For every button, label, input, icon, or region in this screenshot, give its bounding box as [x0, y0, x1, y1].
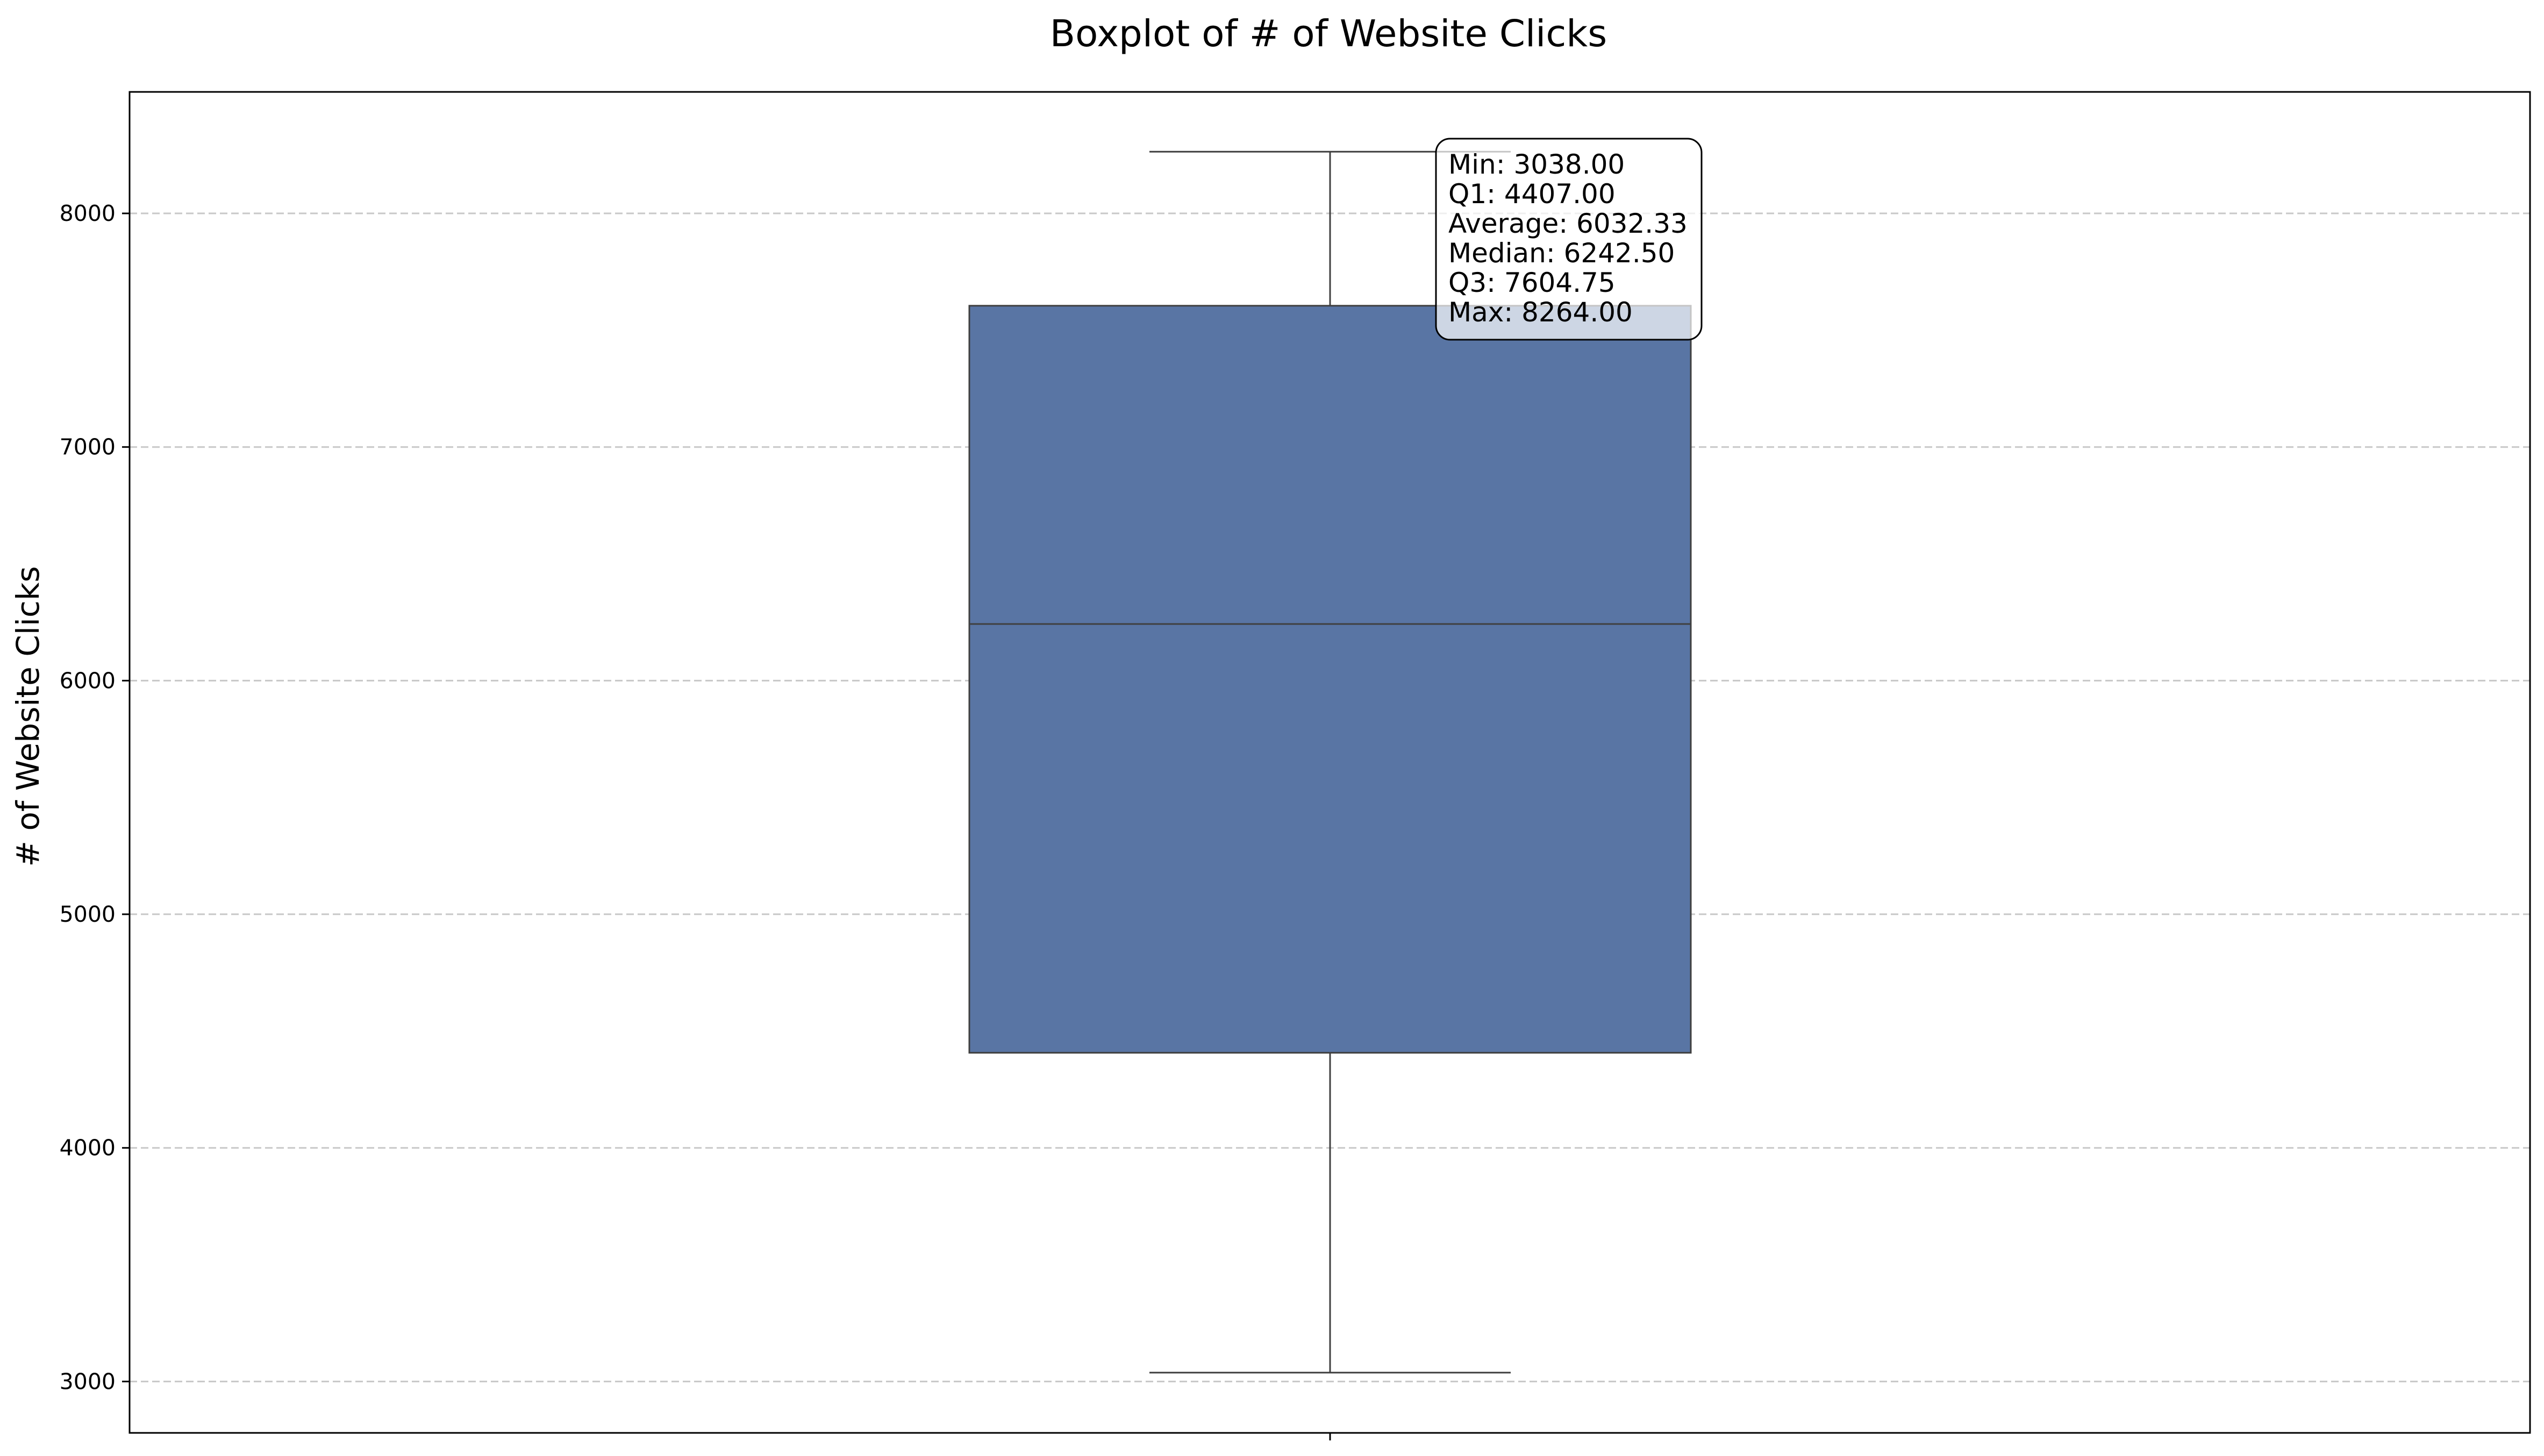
y-tick-label: 7000 — [60, 434, 116, 460]
y-axis-label: # of Website Clicks — [10, 566, 46, 866]
box-plot — [968, 150, 1692, 1374]
stats-line: Average: 6032.33 — [1448, 208, 1688, 239]
stats-line: Q3: 7604.75 — [1448, 267, 1616, 298]
y-tick-label: 6000 — [60, 668, 116, 693]
stats-line: Max: 8264.00 — [1448, 297, 1633, 328]
y-tick-label: 5000 — [60, 901, 116, 927]
stats-line: Median: 6242.50 — [1448, 238, 1675, 269]
y-axis-ticks: 3000 4000 5000 6000 7000 8000 — [60, 200, 130, 1394]
y-tick-label: 4000 — [60, 1135, 116, 1161]
y-tick-label: 8000 — [60, 200, 116, 226]
stats-line: Min: 3038.00 — [1448, 149, 1625, 180]
chart-title: Boxplot of # of Website Clicks — [1050, 12, 1607, 55]
y-tick-label: 3000 — [60, 1368, 116, 1394]
stats-line: Q1: 4407.00 — [1448, 178, 1616, 210]
stats-box — [1435, 138, 1703, 341]
iqr-box — [968, 305, 1692, 1054]
